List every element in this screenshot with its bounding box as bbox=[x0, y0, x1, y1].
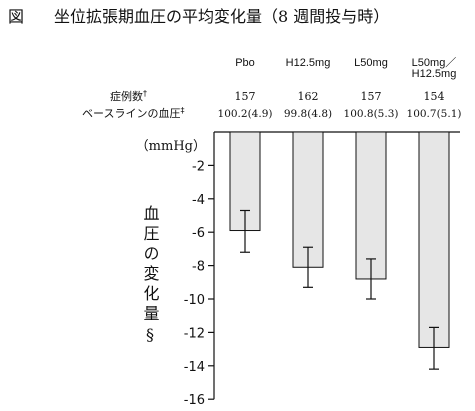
y-axis-unit: （mmHg） bbox=[136, 139, 206, 154]
case-count-label: 症例数† bbox=[110, 89, 147, 103]
case-count-value: 154 bbox=[424, 90, 445, 103]
y-tick-label: -14 bbox=[184, 360, 205, 375]
category-label: L50mg bbox=[354, 57, 388, 69]
category-label: L50mg／ bbox=[412, 56, 457, 69]
bars-group bbox=[229, 131, 450, 370]
y-tick-label: -10 bbox=[184, 293, 205, 308]
category-label: H12.5mg bbox=[286, 57, 331, 69]
y-tick-label: -2 bbox=[192, 159, 205, 174]
y-tick-label: -8 bbox=[192, 260, 205, 275]
axes-group: -2 -4 -6 -8 -10 -12 -14 -16 bbox=[184, 131, 460, 408]
baseline-bp-value: 100.2(4.9) bbox=[218, 108, 273, 120]
y-tick-label: -12 bbox=[184, 326, 205, 341]
case-count-value: 162 bbox=[298, 90, 319, 103]
figure-title: 坐位拡張期血圧の平均変化量（8 週間投与時） bbox=[54, 7, 389, 26]
baseline-bp-value: 99.8(4.8) bbox=[284, 108, 332, 120]
y-tick-label: -6 bbox=[192, 226, 205, 241]
y-tick-label: -16 bbox=[184, 393, 205, 408]
case-count-value: 157 bbox=[361, 90, 382, 103]
y-axis-label: 血圧の変化量§ bbox=[141, 205, 160, 348]
baseline-bp-value: 100.8(5.3) bbox=[344, 108, 399, 120]
case-count-value: 157 bbox=[235, 90, 256, 103]
figure-label: 図 bbox=[8, 7, 24, 26]
category-labels-group: Pbo 157 100.2(4.9) H12.5mg 162 99.8(4.8) L50mg… bbox=[218, 56, 462, 120]
category-label: Pbo bbox=[235, 57, 255, 69]
baseline-bp-value: 100.7(5.1) bbox=[407, 108, 462, 120]
bar bbox=[418, 131, 450, 348]
bar bbox=[292, 131, 324, 268]
bar bbox=[355, 131, 387, 280]
y-tick-label: -4 bbox=[192, 193, 205, 208]
category-label: H12.5mg bbox=[412, 68, 457, 80]
dagger-mark: † bbox=[143, 89, 147, 98]
baseline-bp-label: ベースラインの血圧‡ bbox=[82, 106, 184, 120]
double-dagger-mark: ‡ bbox=[180, 106, 184, 115]
